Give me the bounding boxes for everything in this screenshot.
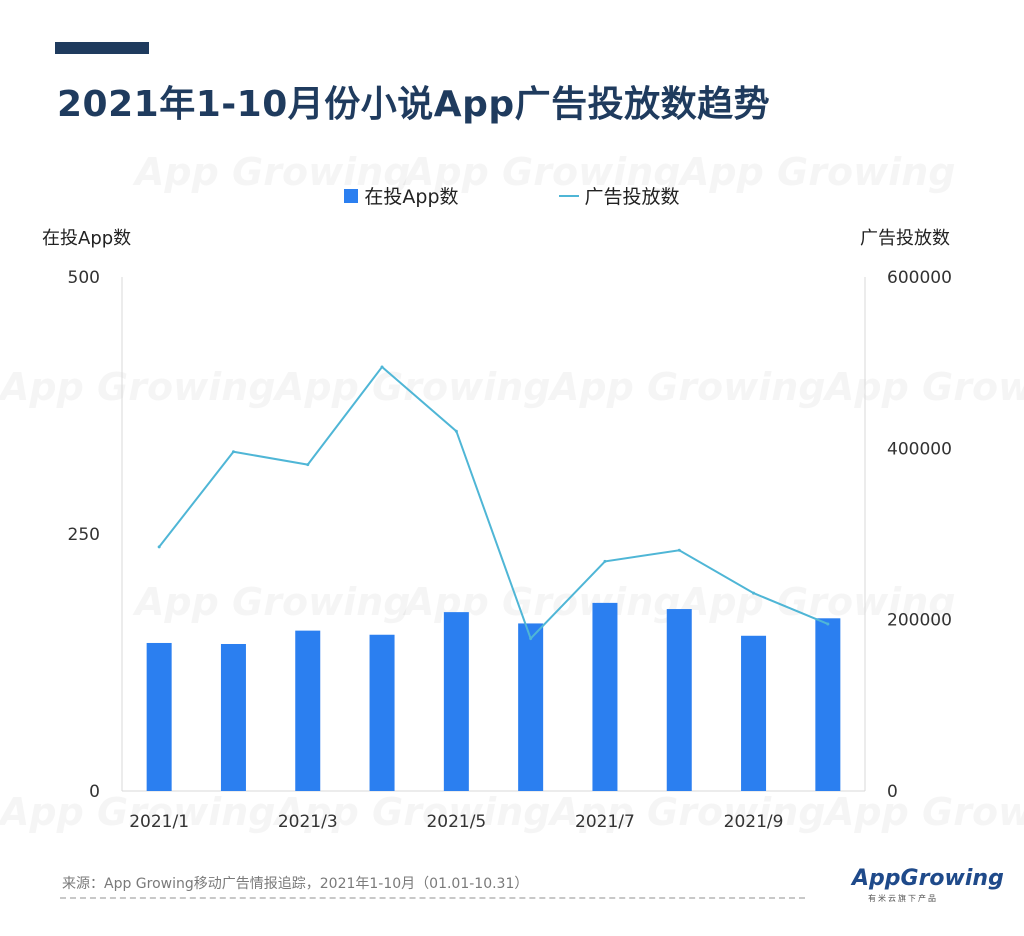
x-tick-label: 2021/5 [426, 812, 486, 832]
bar-apps-count [369, 634, 395, 791]
right-tick-label: 400000 [887, 439, 952, 459]
bar-apps-count [592, 602, 618, 791]
chart-legend: 在投App数 广告投放数 [0, 182, 1024, 209]
line-group [157, 365, 830, 641]
line-point-ad-count [529, 637, 533, 641]
title-accent-bar [55, 42, 149, 54]
legend-bar-swatch [344, 188, 359, 203]
brand-logo-tagline: 有米云旗下产品 [868, 894, 938, 903]
legend-bar-label: 在投App数 [364, 186, 459, 208]
bar-apps-count [220, 643, 246, 791]
bar-apps-count [815, 618, 841, 791]
line-point-ad-count [380, 365, 384, 369]
x-tick-label: 2021/7 [575, 812, 635, 832]
legend-item-line[interactable]: 广告投放数 [558, 182, 680, 209]
line-point-ad-count [231, 450, 235, 454]
x-tick-label: 2021/1 [129, 812, 189, 832]
x-tick-label: 2021/9 [724, 812, 784, 832]
bar-apps-count [443, 612, 469, 791]
chart-title: 2021年1-10月份小说App广告投放数趋势 [57, 84, 771, 125]
bars-group [146, 602, 841, 791]
labels-group: 0 250 500 0 200000 400000 600000 2021/1 2021/3 20… [68, 268, 952, 832]
line-point-ad-count [157, 545, 161, 549]
line-ad-count [158, 365, 829, 641]
line-point-ad-count [752, 591, 756, 595]
legend-line-swatch [558, 194, 579, 197]
line-point-ad-count [677, 548, 681, 552]
left-tick-label: 250 [68, 525, 100, 545]
left-tick-label: 500 [68, 268, 100, 288]
line-point-ad-count [826, 622, 830, 626]
bar-apps-count [295, 630, 321, 791]
left-tick-label: 0 [89, 782, 100, 802]
brand-logo: AppGrowing [852, 866, 1004, 891]
bar-apps-count [146, 642, 172, 791]
footer-source: 来源：App Growing移动广告情报追踪，2021年1-10月（01.01-… [62, 876, 529, 892]
line-point-ad-count [454, 429, 458, 433]
right-tick-label: 200000 [887, 611, 952, 631]
right-tick-label: 600000 [887, 268, 952, 288]
right-axis-title: 广告投放数 [860, 228, 950, 249]
legend-line-label: 广告投放数 [584, 186, 680, 208]
right-tick-label: 0 [887, 782, 898, 802]
legend-item-bars[interactable]: 在投App数 [344, 182, 459, 209]
bar-apps-count [518, 623, 544, 791]
x-tick-label: 2021/3 [278, 812, 338, 832]
bar-apps-count [666, 609, 692, 791]
line-point-ad-count [603, 559, 607, 563]
footer-divider [60, 897, 805, 899]
bar-apps-count [741, 635, 767, 791]
line-point-ad-count [306, 463, 310, 467]
left-axis-title: 在投App数 [42, 228, 132, 249]
